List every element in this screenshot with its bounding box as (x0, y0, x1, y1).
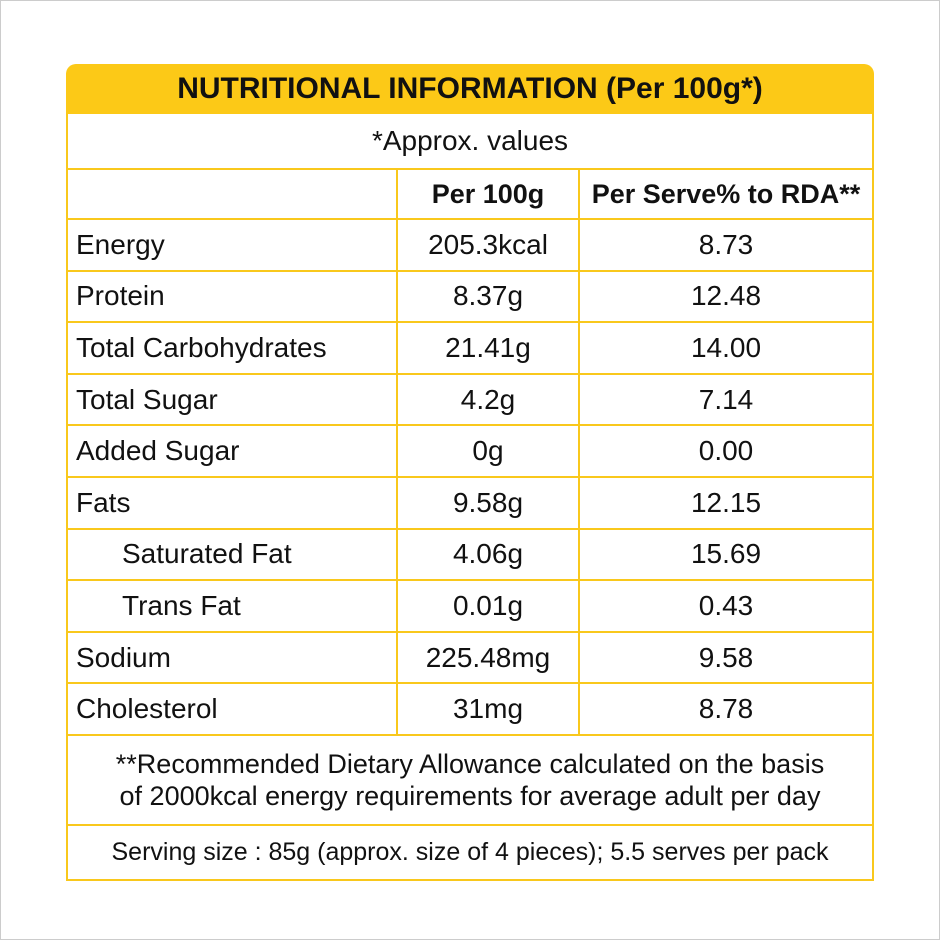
rda-value: 15.69 (690, 538, 762, 570)
per100-value: 205.3kcal (398, 220, 580, 270)
table-row: Protein 8.37g 12.48 (68, 271, 872, 324)
per100-value: 225.48mg (398, 632, 580, 683)
table-row: Fats 9.58g 12.15 (68, 477, 872, 530)
rda-value: 9.58 (698, 641, 754, 673)
table-title: NUTRITIONAL INFORMATION (Per 100g*) (66, 64, 874, 114)
header-row: Per 100g Per Serve% to RDA** (68, 170, 872, 220)
nutrient-name: Total Sugar (68, 374, 398, 425)
rda-footnote: **Recommended Dietary Allowance calculat… (68, 736, 872, 826)
rda-value: 8.78 (698, 693, 754, 725)
rda-value: 12.48 (690, 280, 762, 312)
header-rda: Per Serve% to RDA** (591, 178, 861, 209)
per100-value: 4.2g (398, 374, 580, 425)
nutrient-name: Fats (68, 477, 398, 528)
approx-note: *Approx. values (68, 114, 872, 170)
per100-value: 4.06g (398, 529, 580, 580)
table-row: Total Sugar 4.2g 7.14 (68, 374, 872, 427)
table-row: Trans Fat 0.01g 0.43 (68, 581, 872, 633)
nutrient-name: Total Carbohydrates (68, 323, 398, 373)
nutrient-name: Trans Fat (68, 581, 398, 631)
rda-value: 0.00 (698, 435, 754, 467)
rda-value: 8.73 (698, 228, 754, 260)
nutrient-name: Sodium (68, 632, 398, 683)
rda-value: 0.43 (698, 589, 754, 621)
nutrient-name: Added Sugar (68, 426, 398, 476)
header-nutrient (68, 170, 398, 218)
rda-value: 7.14 (698, 383, 754, 415)
per100-value: 0g (398, 426, 580, 476)
rda-value: 12.15 (690, 486, 762, 518)
footnote-line: **Recommended Dietary Allowance calculat… (115, 748, 825, 779)
header-per100: Per 100g (398, 170, 580, 218)
table-row: Added Sugar 0g 0.00 (68, 426, 872, 478)
nutrient-name: Energy (68, 220, 398, 270)
nutrient-name: Saturated Fat (68, 529, 398, 580)
per100-value: 0.01g (398, 581, 580, 631)
table-row: Energy 205.3kcal 8.73 (68, 220, 872, 272)
table-row: Cholesterol 31mg 8.78 (68, 684, 872, 736)
footnote-line: of 2000kcal energy requirements for aver… (119, 780, 821, 811)
nutrition-table: NUTRITIONAL INFORMATION (Per 100g*) *App… (66, 64, 874, 881)
table-row: Saturated Fat 4.06g 15.69 (68, 529, 872, 582)
nutrient-name: Cholesterol (68, 684, 398, 734)
per100-value: 8.37g (398, 271, 580, 322)
per100-value: 21.41g (398, 323, 580, 373)
per100-value: 9.58g (398, 477, 580, 528)
per100-value: 31mg (398, 684, 580, 734)
table-row: Sodium 225.48mg 9.58 (68, 632, 872, 685)
serving-size: Serving size : 85g (approx. size of 4 pi… (111, 837, 829, 866)
table-row: Total Carbohydrates 21.41g 14.00 (68, 323, 872, 375)
rda-value: 14.00 (690, 331, 762, 363)
nutrient-name: Protein (68, 271, 398, 322)
